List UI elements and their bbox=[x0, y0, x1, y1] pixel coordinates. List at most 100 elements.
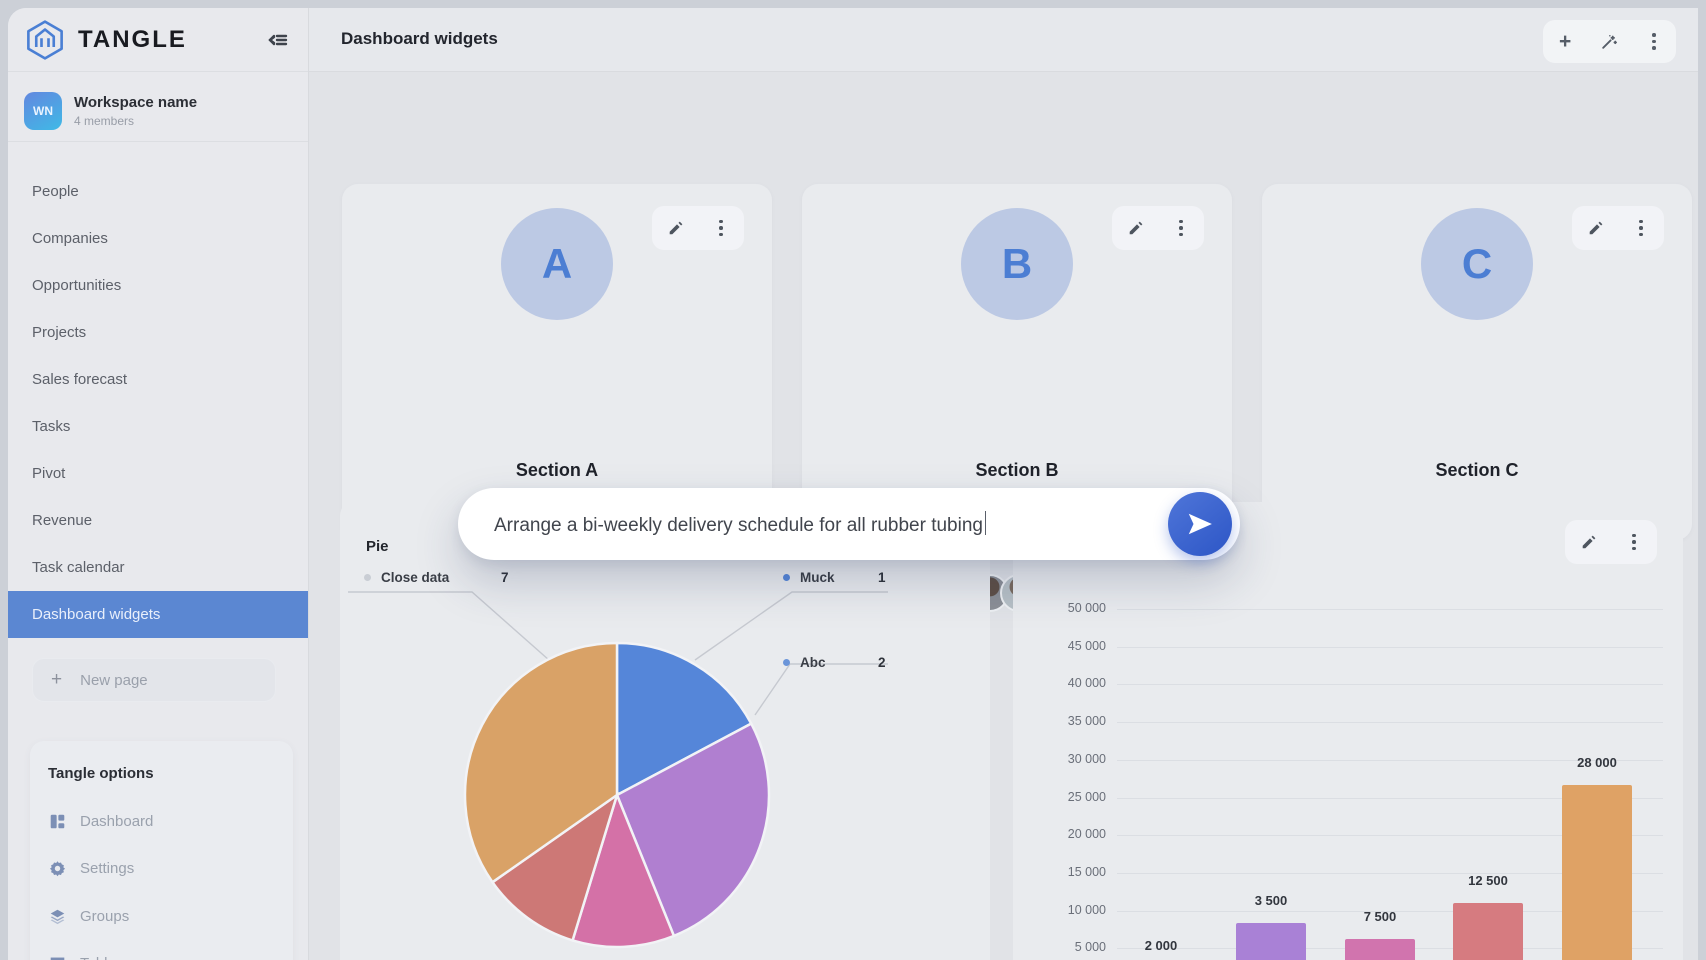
legend-item-muck[interactable]: Muck 1 bbox=[783, 570, 886, 585]
bar-value-label: 2 000 bbox=[1144, 938, 1178, 953]
legend-value: 1 bbox=[878, 570, 886, 585]
options-item-dashboard[interactable]: Dashboard bbox=[48, 806, 278, 836]
main-content: A Section A 90 / 148 Task completed +5 B… bbox=[309, 72, 1698, 960]
section-letter-avatar: A bbox=[501, 208, 613, 320]
add-widget-button[interactable]: + bbox=[1548, 25, 1582, 59]
leader-line-close-data bbox=[348, 591, 559, 669]
assistant-input-bar: Arrange a bi-weekly delivery schedule fo… bbox=[458, 488, 1240, 560]
gridline bbox=[1117, 759, 1663, 761]
kebab-icon bbox=[719, 219, 723, 237]
y-axis-tick-label: 40 000 bbox=[1067, 676, 1106, 691]
card-toolbar bbox=[1572, 206, 1664, 250]
header-kebab-menu[interactable] bbox=[1637, 25, 1671, 59]
sidebar-item-pivot[interactable]: Pivot bbox=[32, 465, 66, 482]
tangle-logo-icon bbox=[24, 19, 66, 61]
legend-value: 2 bbox=[878, 655, 886, 670]
sidebar-item-people[interactable]: People bbox=[32, 183, 79, 200]
kebab-icon bbox=[1179, 219, 1183, 237]
pie-slice-salmon-slice bbox=[490, 791, 620, 942]
assistant-text-input[interactable]: Arrange a bi-weekly delivery schedule fo… bbox=[494, 511, 987, 537]
section-card-b: B Section B 90 / 148 Task completed +5 bbox=[802, 184, 1232, 612]
y-axis-tick-label: 35 000 bbox=[1067, 714, 1106, 729]
kebab-icon bbox=[1632, 533, 1636, 551]
edit-pencil-button[interactable] bbox=[1117, 210, 1153, 246]
card-toolbar bbox=[1565, 520, 1657, 564]
table-icon bbox=[48, 955, 66, 960]
bar-value-label: 3 500 bbox=[1254, 893, 1288, 908]
bar-value-label: 12 500 bbox=[1468, 873, 1508, 888]
magic-wand-button[interactable] bbox=[1592, 25, 1626, 59]
sidebar-item-revenue[interactable]: Revenue bbox=[32, 512, 93, 529]
card-kebab-button[interactable] bbox=[1616, 524, 1652, 560]
workspace-members: 4 members bbox=[74, 113, 135, 128]
options-item-label: Dashboard bbox=[80, 812, 154, 830]
plus-icon: + bbox=[1559, 30, 1572, 53]
y-axis-tick-label: 45 000 bbox=[1067, 638, 1106, 653]
edit-pencil-button[interactable] bbox=[657, 210, 693, 246]
gridline bbox=[1117, 872, 1663, 874]
options-item-groups[interactable]: Groups bbox=[48, 901, 278, 931]
sidebar-item-tasks[interactable]: Tasks bbox=[32, 418, 71, 435]
workspace-switcher[interactable]: WN Workspace name 4 members bbox=[8, 80, 308, 142]
kanban-icon bbox=[48, 812, 66, 830]
gridline bbox=[1117, 835, 1663, 837]
edit-pencil-button[interactable] bbox=[1570, 524, 1606, 560]
bar-chart: 50 000 45 000 40 000 35 000 30 000 25 000 20 0… bbox=[1013, 502, 1683, 960]
page-header: Dashboard widgets + bbox=[309, 8, 1698, 72]
pie-chart bbox=[348, 591, 888, 949]
send-button[interactable] bbox=[1168, 492, 1232, 556]
sidebar-item-projects[interactable]: Projects bbox=[32, 324, 87, 341]
y-axis-tick-label: 30 000 bbox=[1067, 751, 1106, 766]
workspace-avatar: WN bbox=[24, 91, 62, 130]
options-item-label: Settings bbox=[80, 860, 135, 877]
text-cursor bbox=[984, 511, 987, 535]
options-item-tables[interactable]: Tables bbox=[48, 949, 278, 960]
edit-pencil-button[interactable] bbox=[1577, 210, 1613, 246]
legend-item-abc[interactable]: Abc 2 bbox=[783, 655, 886, 670]
pie-slice-close-data bbox=[463, 641, 619, 884]
bar-7-500 bbox=[1345, 939, 1415, 960]
options-item-settings[interactable]: Settings bbox=[48, 854, 278, 884]
sidebar-item-task-calendar[interactable]: Task calendar bbox=[32, 559, 125, 576]
card-toolbar bbox=[652, 206, 744, 250]
gridline bbox=[1117, 797, 1663, 799]
new-page-button[interactable]: + New page bbox=[32, 658, 276, 702]
leader-line-muck bbox=[694, 591, 888, 661]
section-card-a: A Section A 90 / 148 Task completed +5 bbox=[342, 184, 772, 612]
sidebar-item-dashboard-widgets[interactable]: Dashboard widgets bbox=[8, 591, 308, 638]
gridline bbox=[1117, 609, 1663, 610]
gear-icon bbox=[48, 860, 66, 878]
card-kebab-button[interactable] bbox=[1163, 210, 1199, 246]
pie-widget-card: Pie Close data 7 Muck 1 Abc 2 bbox=[340, 500, 990, 960]
pie-slice-muck bbox=[615, 641, 753, 798]
workspace-name: Workspace name bbox=[74, 93, 198, 111]
plus-icon: + bbox=[51, 669, 63, 690]
pie-widget-title: Pie bbox=[366, 538, 389, 555]
sidebar-logo-row: TANGLE bbox=[8, 8, 308, 72]
y-axis-tick-label: 5 000 bbox=[1074, 940, 1106, 955]
sidebar-item-sales-forecast[interactable]: Sales forecast bbox=[32, 371, 128, 388]
options-item-label: Groups bbox=[80, 907, 130, 925]
gridline bbox=[1117, 910, 1663, 912]
legend-item-close-data[interactable]: Close data 7 bbox=[364, 570, 509, 585]
tangle-options-card: Tangle options Dashboard Settings Groups Ta… bbox=[30, 741, 293, 960]
send-icon bbox=[1188, 513, 1212, 535]
y-axis-tick-label: 15 000 bbox=[1067, 864, 1106, 879]
kebab-icon bbox=[1652, 33, 1656, 50]
sidebar: TANGLE WN Workspace name 4 members Peopl… bbox=[8, 8, 308, 960]
card-kebab-button[interactable] bbox=[703, 210, 739, 246]
legend-dot bbox=[364, 574, 371, 581]
sidebar-nav: People Companies Opportunities Projects Sale… bbox=[8, 168, 308, 638]
pie-slice-pink-slice bbox=[571, 791, 676, 949]
kebab-icon bbox=[1639, 219, 1643, 237]
app-logo-text: TANGLE bbox=[78, 25, 187, 53]
new-page-label: New page bbox=[80, 671, 148, 689]
sidebar-item-companies[interactable]: Companies bbox=[32, 230, 108, 247]
sidebar-collapse-icon[interactable] bbox=[260, 25, 294, 55]
legend-label: Close data bbox=[381, 570, 450, 585]
pie-slice-abc bbox=[615, 721, 771, 938]
legend-label: Abc bbox=[800, 655, 826, 670]
sidebar-item-opportunities[interactable]: Opportunities bbox=[32, 277, 122, 294]
leader-line-abc bbox=[754, 663, 888, 716]
card-kebab-button[interactable] bbox=[1623, 210, 1659, 246]
